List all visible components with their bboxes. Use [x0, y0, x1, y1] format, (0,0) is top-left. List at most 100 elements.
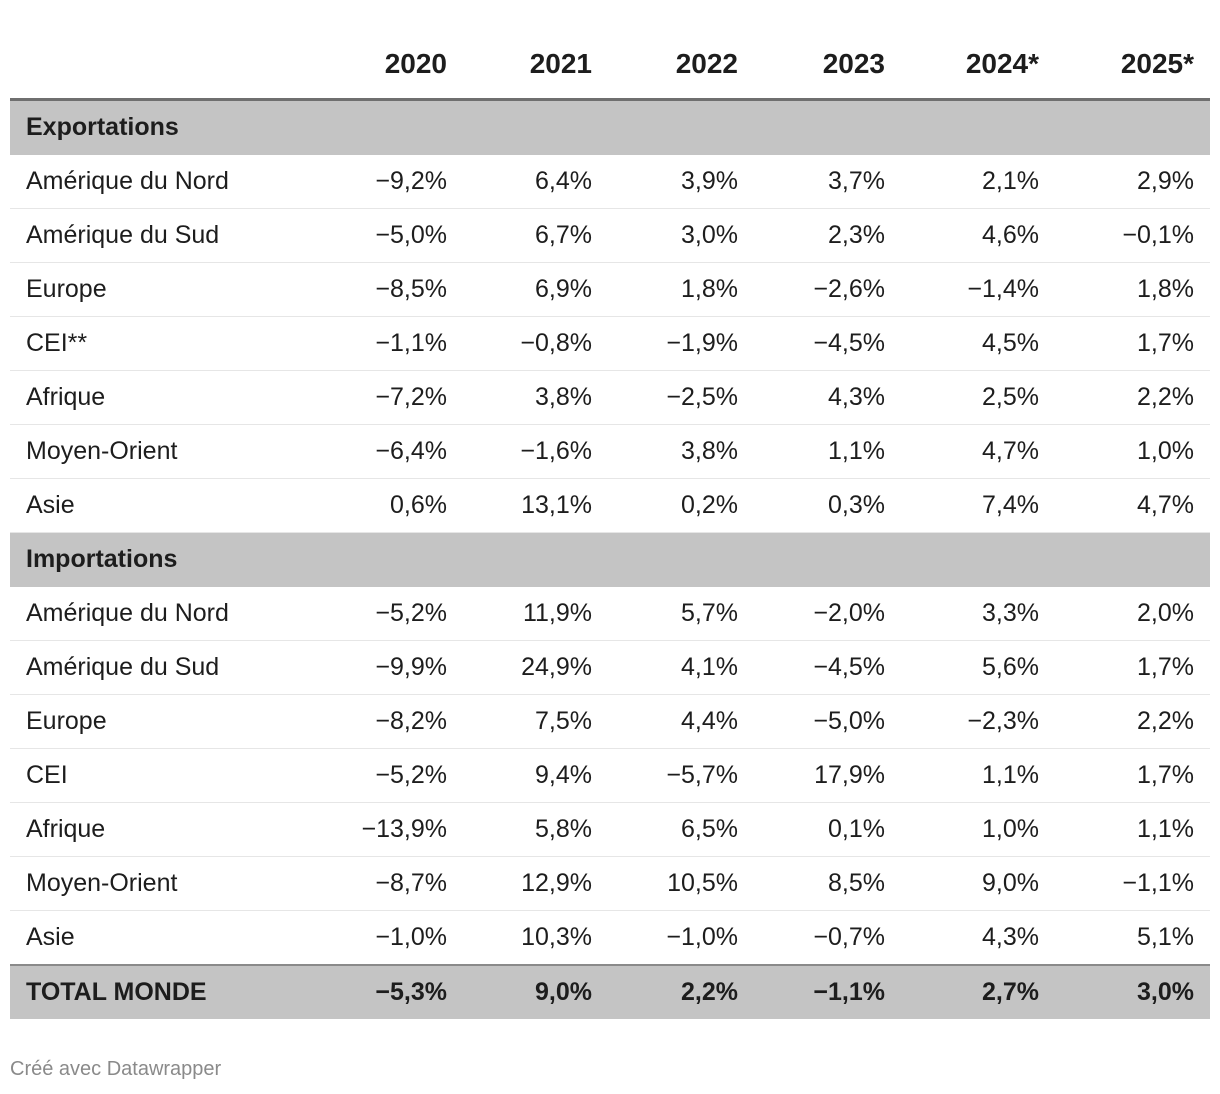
row-label: Moyen-Orient: [10, 856, 318, 911]
column-header: 2022: [608, 30, 754, 101]
row-label: CEI: [10, 748, 318, 803]
cell-value: −1,9%: [608, 316, 754, 371]
cell-value: 4,3%: [901, 910, 1055, 966]
table-row: Amérique du Sud −9,9% 24,9% 4,1% −4,5% 5,6% 1,…: [10, 640, 1210, 695]
data-table: 2020 2021 2022 2023 2024* 2025* Exportations A…: [10, 30, 1210, 1019]
cell-value: −2,6%: [754, 262, 901, 317]
section-title: Exportations: [10, 99, 1210, 155]
cell-value: 7,5%: [463, 694, 608, 749]
section-header-row: Importations: [10, 532, 1210, 587]
cell-value: 6,9%: [463, 262, 608, 317]
total-value: −1,1%: [754, 964, 901, 1019]
cell-value: −1,1%: [1055, 856, 1210, 911]
cell-value: 1,7%: [1055, 316, 1210, 371]
table-row: Moyen-Orient −6,4% −1,6% 3,8% 1,1% 4,7% 1,0%: [10, 424, 1210, 479]
cell-value: 1,0%: [901, 802, 1055, 857]
cell-value: −13,9%: [318, 802, 463, 857]
row-label: Amérique du Nord: [10, 586, 318, 641]
cell-value: 7,4%: [901, 478, 1055, 533]
cell-value: 0,2%: [608, 478, 754, 533]
cell-value: 4,7%: [901, 424, 1055, 479]
cell-value: 5,1%: [1055, 910, 1210, 966]
cell-value: 6,4%: [463, 154, 608, 209]
section-title: Importations: [10, 532, 1210, 587]
row-label: Amérique du Sud: [10, 640, 318, 695]
cell-value: −8,2%: [318, 694, 463, 749]
column-header: 2021: [463, 30, 608, 101]
cell-value: 1,1%: [1055, 802, 1210, 857]
footer-credit: Créé avec Datawrapper: [10, 1058, 222, 1080]
cell-value: 1,1%: [754, 424, 901, 479]
cell-value: 3,0%: [608, 208, 754, 263]
cell-value: −6,4%: [318, 424, 463, 479]
cell-value: −0,1%: [1055, 208, 1210, 263]
table-row: Afrique −13,9% 5,8% 6,5% 0,1% 1,0% 1,1%: [10, 802, 1210, 857]
cell-value: 2,3%: [754, 208, 901, 263]
cell-value: −2,5%: [608, 370, 754, 425]
cell-value: 4,5%: [901, 316, 1055, 371]
cell-value: −1,0%: [318, 910, 463, 966]
table-row: CEI −5,2% 9,4% −5,7% 17,9% 1,1% 1,7%: [10, 748, 1210, 803]
column-header: 2020: [318, 30, 463, 101]
cell-value: 4,4%: [608, 694, 754, 749]
cell-value: 6,7%: [463, 208, 608, 263]
cell-value: −1,4%: [901, 262, 1055, 317]
cell-value: 2,5%: [901, 370, 1055, 425]
cell-value: 17,9%: [754, 748, 901, 803]
cell-value: 2,2%: [1055, 370, 1210, 425]
column-header: 2023: [754, 30, 901, 101]
cell-value: 2,0%: [1055, 586, 1210, 641]
row-label: Asie: [10, 478, 318, 533]
row-label: Afrique: [10, 802, 318, 857]
cell-value: 2,9%: [1055, 154, 1210, 209]
column-header: 2025*: [1055, 30, 1210, 101]
cell-value: 4,7%: [1055, 478, 1210, 533]
cell-value: −5,0%: [754, 694, 901, 749]
cell-value: −5,2%: [318, 748, 463, 803]
cell-value: 3,7%: [754, 154, 901, 209]
cell-value: −1,6%: [463, 424, 608, 479]
cell-value: 6,5%: [608, 802, 754, 857]
cell-value: −2,3%: [901, 694, 1055, 749]
cell-value: −1,0%: [608, 910, 754, 966]
cell-value: 9,4%: [463, 748, 608, 803]
row-label: Moyen-Orient: [10, 424, 318, 479]
cell-value: 13,1%: [463, 478, 608, 533]
row-label: Amérique du Sud: [10, 208, 318, 263]
cell-value: 0,3%: [754, 478, 901, 533]
cell-value: −9,2%: [318, 154, 463, 209]
cell-value: −0,7%: [754, 910, 901, 966]
cell-value: −4,5%: [754, 640, 901, 695]
cell-value: 5,6%: [901, 640, 1055, 695]
cell-value: 4,1%: [608, 640, 754, 695]
row-label: Asie: [10, 910, 318, 966]
table-row: Amérique du Nord −5,2% 11,9% 5,7% −2,0% 3,3% 2…: [10, 586, 1210, 641]
cell-value: 3,3%: [901, 586, 1055, 641]
table-body: Exportations Amérique du Nord −9,2% 6,4% 3,9…: [10, 99, 1210, 1019]
table-row: Afrique −7,2% 3,8% −2,5% 4,3% 2,5% 2,2%: [10, 370, 1210, 425]
cell-value: 0,6%: [318, 478, 463, 533]
cell-value: 24,9%: [463, 640, 608, 695]
cell-value: −0,8%: [463, 316, 608, 371]
cell-value: 1,8%: [608, 262, 754, 317]
cell-value: −9,9%: [318, 640, 463, 695]
table-row: Europe −8,2% 7,5% 4,4% −5,0% −2,3% 2,2%: [10, 694, 1210, 749]
total-row: TOTAL MONDE −5,3% 9,0% 2,2% −1,1% 2,7% 3,0%: [10, 964, 1210, 1019]
cell-value: 10,5%: [608, 856, 754, 911]
total-label: TOTAL MONDE: [10, 964, 318, 1019]
section-header-row: Exportations: [10, 99, 1210, 155]
row-label: Afrique: [10, 370, 318, 425]
cell-value: 5,8%: [463, 802, 608, 857]
table-row: Europe −8,5% 6,9% 1,8% −2,6% −1,4% 1,8%: [10, 262, 1210, 317]
table-row: Asie −1,0% 10,3% −1,0% −0,7% 4,3% 5,1%: [10, 910, 1210, 966]
cell-value: 5,7%: [608, 586, 754, 641]
cell-value: 3,8%: [463, 370, 608, 425]
row-label: Europe: [10, 262, 318, 317]
column-header: 2024*: [901, 30, 1055, 101]
total-value: −5,3%: [318, 964, 463, 1019]
cell-value: 1,8%: [1055, 262, 1210, 317]
header-row: 2020 2021 2022 2023 2024* 2025*: [10, 30, 1210, 101]
cell-value: −8,7%: [318, 856, 463, 911]
cell-value: 0,1%: [754, 802, 901, 857]
cell-value: 3,8%: [608, 424, 754, 479]
